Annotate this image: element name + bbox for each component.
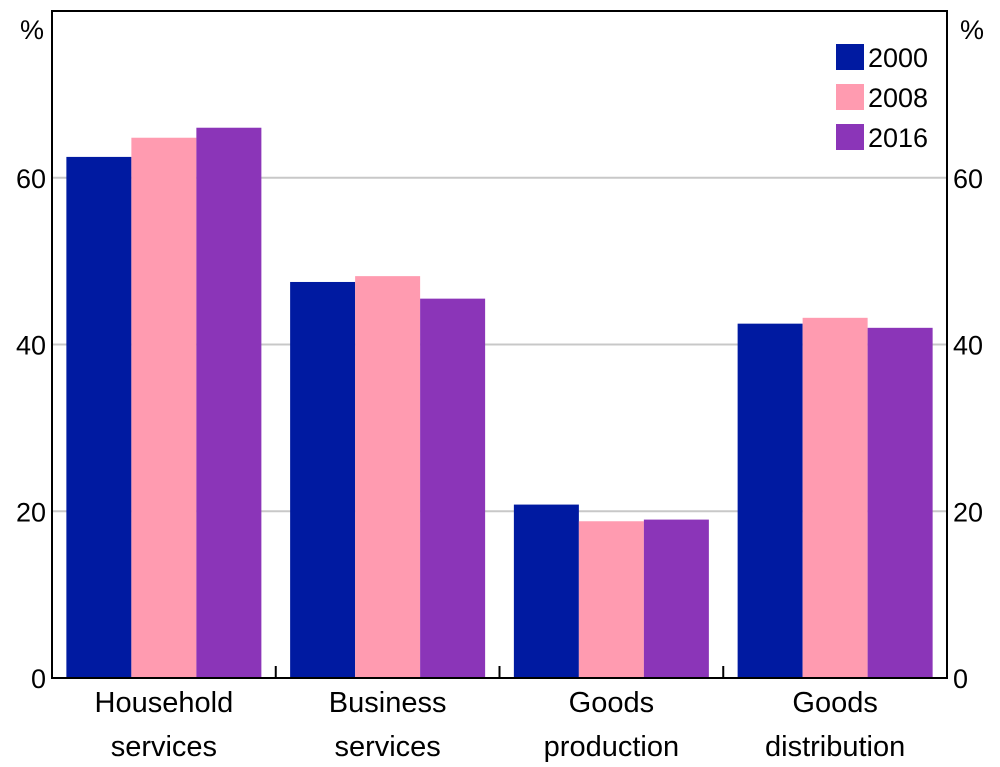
bar-2000-1 (290, 281, 356, 678)
right-axis-unit-label: % (960, 15, 984, 45)
y-tick-label-right: 0 (953, 664, 968, 694)
y-tick-label-left: 20 (16, 497, 46, 527)
category-label-1-0: Business (329, 687, 447, 719)
category-label-0-1: services (111, 731, 217, 762)
y-tick-label-left: 40 (16, 331, 46, 361)
legend-label-2016: 2016 (868, 123, 928, 153)
bar-2016-0 (196, 127, 262, 679)
bar-2008-1 (355, 276, 421, 678)
legend-swatch-2008 (836, 84, 864, 110)
legend-swatch-2000 (836, 44, 864, 70)
bar-2016-1 (420, 298, 486, 678)
legend-label-2000: 2000 (868, 43, 928, 73)
bar-2008-3 (802, 317, 868, 678)
category-label-2-1: production (544, 731, 679, 762)
legend: 2000 2008 2016 (836, 43, 928, 153)
y-tick-label-right: 40 (953, 331, 983, 361)
bar-2000-0 (66, 156, 132, 678)
legend-label-2008: 2008 (868, 83, 928, 113)
bar-2008-2 (578, 521, 644, 678)
axes: % % 0 0 20 20 40 40 60 60 Household services Busin… (16, 15, 984, 763)
bar-2008-0 (131, 137, 197, 679)
bar-2016-3 (867, 327, 933, 678)
plot-frame (51, 10, 948, 679)
bar-2016-2 (643, 519, 709, 678)
y-tick-label-right: 20 (953, 497, 983, 527)
category-label-2-0: Goods (569, 687, 654, 719)
bar-2000-3 (737, 323, 803, 678)
category-label-1-1: services (334, 731, 440, 762)
legend-swatch-2016 (836, 124, 864, 150)
y-tick-label-left: 60 (16, 164, 46, 194)
y-tick-label-right: 60 (953, 164, 983, 194)
category-label-3-1: distribution (765, 731, 905, 762)
y-tick-label-left: 0 (31, 664, 46, 694)
category-label-3-0: Goods (792, 687, 877, 719)
left-axis-unit-label: % (20, 15, 44, 45)
bars (66, 127, 933, 679)
bar-2000-2 (513, 504, 579, 678)
category-label-0-0: Household (95, 687, 234, 719)
